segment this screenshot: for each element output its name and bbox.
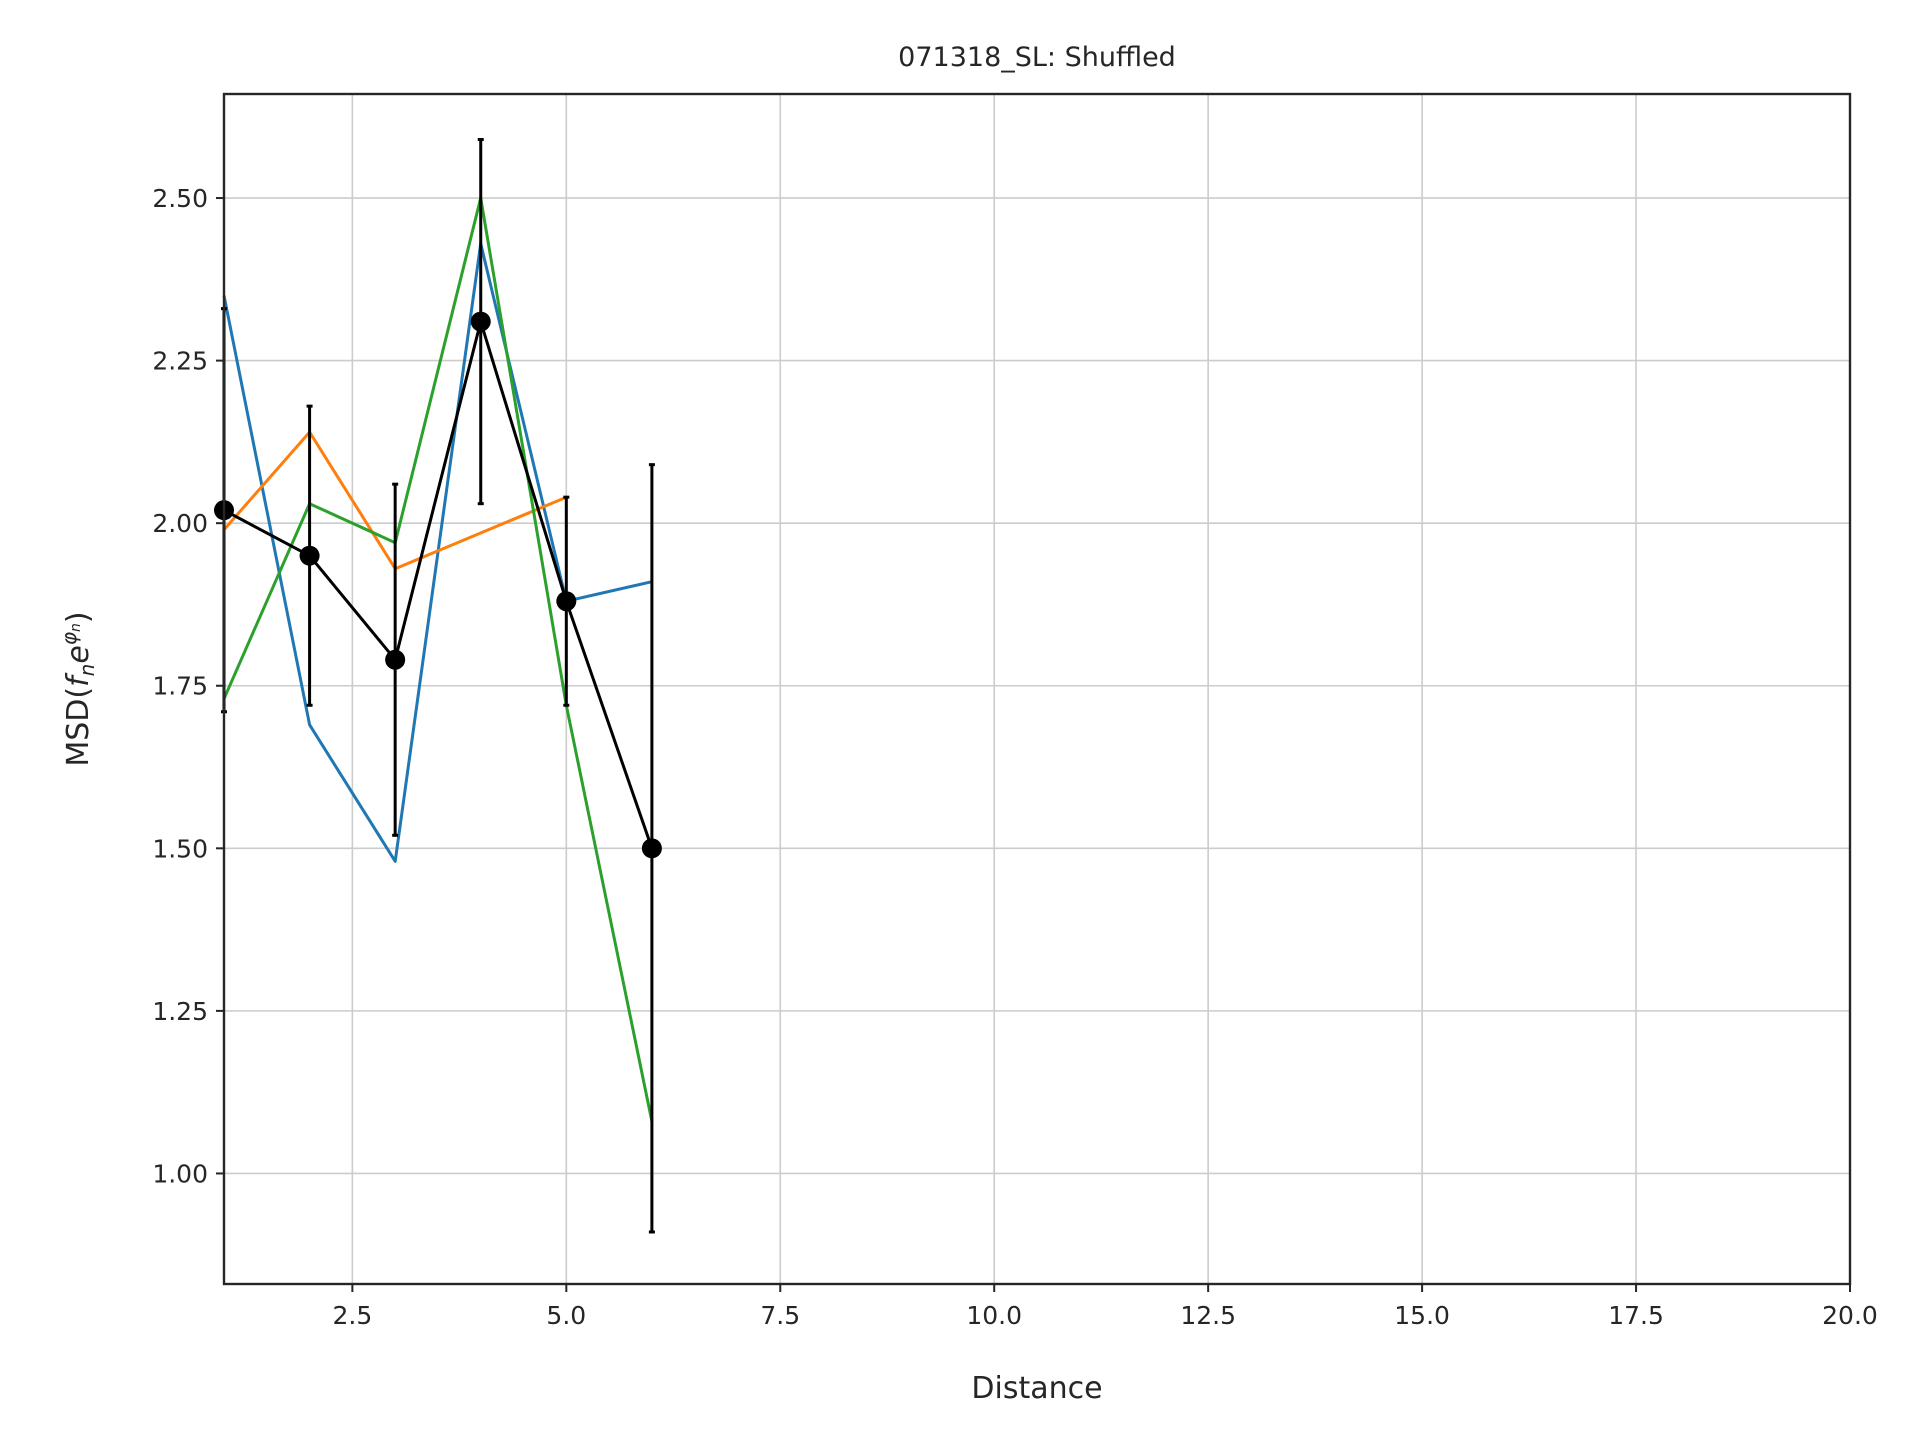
- y-label-prefix: MSD(: [61, 687, 96, 767]
- y-tick-label: 1.25: [152, 997, 208, 1026]
- x-axis-label: Distance: [971, 1371, 1102, 1406]
- svg-text:MSD(fneφn): MSD(fneφn): [57, 611, 99, 766]
- series-line: [222, 430, 567, 571]
- y-label-e: e: [61, 645, 96, 663]
- x-tick-label: 15.0: [1394, 1301, 1450, 1330]
- x-tick-label: 10.0: [966, 1301, 1022, 1330]
- x-tick-label: 5.0: [546, 1301, 586, 1330]
- y-axis-label: MSD(fneφn): [57, 611, 99, 766]
- y-label-n: n: [75, 664, 99, 677]
- data-point: [299, 545, 320, 566]
- x-tick-label: 20.0: [1822, 1301, 1878, 1330]
- y-tick-label: 2.25: [152, 347, 208, 376]
- data-point: [470, 311, 491, 332]
- y-tick-label: 1.00: [152, 1159, 208, 1188]
- axes-frame: [222, 92, 1852, 1286]
- x-tick-label: 2.5: [332, 1301, 372, 1330]
- x-tick-label: 7.5: [760, 1301, 800, 1330]
- y-tick-label: 1.75: [152, 672, 208, 701]
- series-line: [222, 196, 654, 1122]
- y-label-suffix: ): [61, 611, 96, 623]
- data-point: [556, 591, 577, 612]
- y-tick-label: 2.00: [152, 509, 208, 538]
- series-2: [222, 196, 654, 1122]
- data-point: [385, 649, 406, 670]
- data-point: [641, 838, 662, 859]
- y-tick-label: 1.50: [152, 834, 208, 863]
- y-label-phi: φ: [57, 632, 81, 645]
- x-tick-label: 12.5: [1180, 1301, 1236, 1330]
- plot-area: [224, 94, 1850, 1284]
- y-label-n2: n: [68, 623, 84, 632]
- y-tick-label: 2.50: [152, 184, 208, 213]
- series-line: [223, 320, 654, 849]
- series-1: [222, 430, 567, 571]
- chart-title: 071318_SL: Shuffled: [898, 42, 1176, 73]
- ticks: 2.5 5.0 7.5 10.0 12.5 15.0 17.5 20.0 1.00 1.25 1.5…: [152, 184, 1878, 1330]
- x-tick-label: 17.5: [1608, 1301, 1664, 1330]
